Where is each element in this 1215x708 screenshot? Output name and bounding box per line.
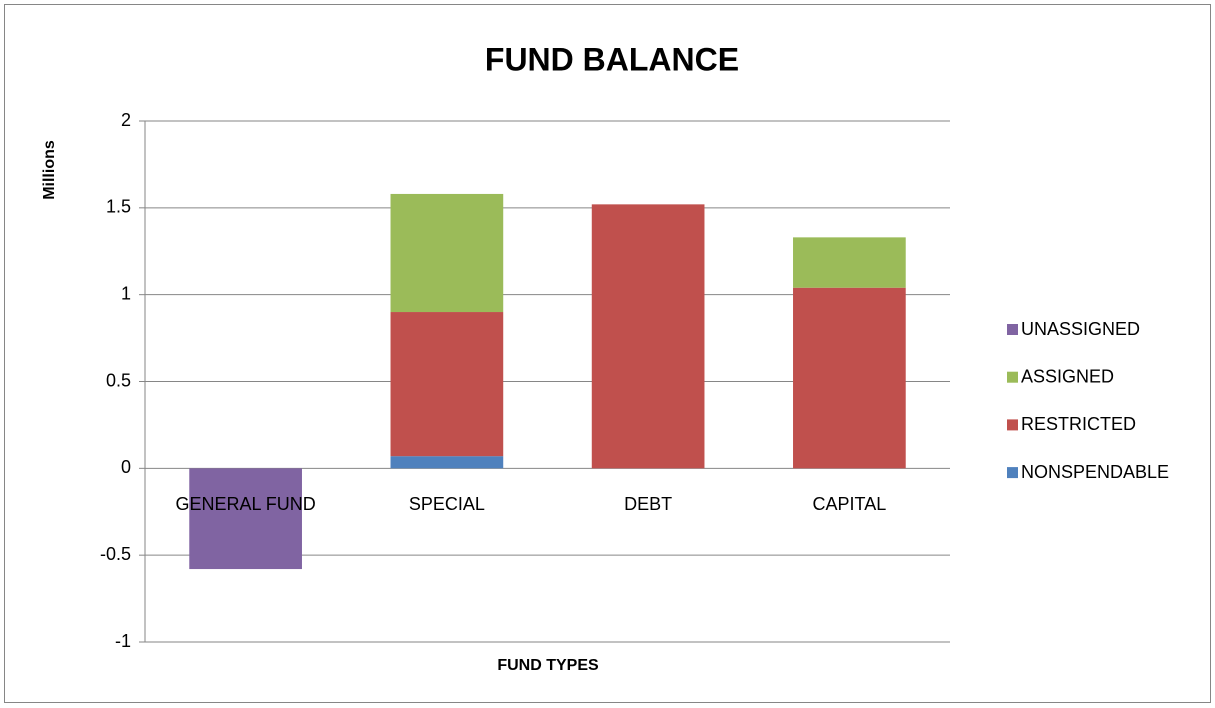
x-tick-label: SPECIAL <box>409 494 485 514</box>
x-tick-label: CAPITAL <box>813 494 887 514</box>
bar-segment <box>793 237 906 288</box>
y-tick-label: 2 <box>121 110 131 130</box>
legend-swatch <box>1007 324 1018 335</box>
y-tick-label: -0.5 <box>100 544 131 564</box>
legend-label: RESTRICTED <box>1021 414 1136 434</box>
y-tick-label: 0 <box>121 457 131 477</box>
bar-segment <box>390 312 504 457</box>
legend-label: NONSPENDABLE <box>1021 462 1169 482</box>
legend-label: ASSIGNED <box>1021 366 1114 386</box>
y-tick-label: 0.5 <box>106 370 131 390</box>
chart-title: FUND BALANCE <box>485 41 739 77</box>
bar-segment <box>390 456 504 469</box>
bar-segment <box>591 204 705 469</box>
y-tick-label: -1 <box>115 631 131 651</box>
x-axis-label: FUND TYPES <box>497 657 599 674</box>
bar-segment <box>390 193 504 313</box>
legend-swatch <box>1007 467 1018 479</box>
y-axis-label: Millions <box>41 140 58 200</box>
bar-segment <box>793 287 906 469</box>
y-tick-label: 1 <box>121 283 131 303</box>
legend-swatch <box>1007 419 1018 431</box>
legend-swatch <box>1007 371 1018 383</box>
y-tick-label: 1.5 <box>106 197 131 217</box>
x-tick-label: DEBT <box>624 494 672 514</box>
legend-label: UNASSIGNED <box>1021 319 1140 339</box>
bar-segment <box>189 468 302 570</box>
x-tick-label: GENERAL FUND <box>175 494 315 514</box>
